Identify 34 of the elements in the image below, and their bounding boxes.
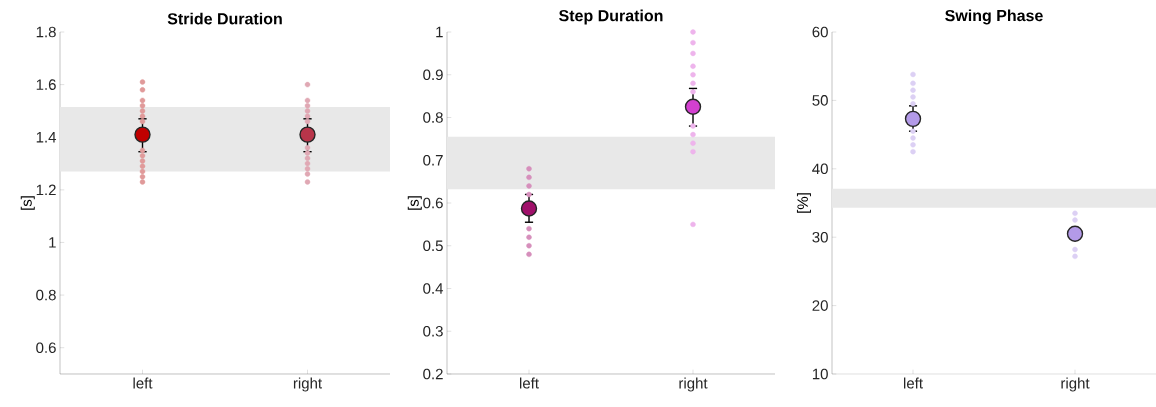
- y-tick-label: 1.4: [36, 132, 57, 143]
- y-tick-label: 1.2: [36, 184, 56, 196]
- chart-title: Stride Duration: [167, 12, 282, 25]
- y-tick-label: 0.7: [423, 154, 443, 166]
- y-tick-label: 0.6: [36, 342, 56, 353]
- y-tick-label: 1.8: [36, 26, 56, 38]
- y-tick-label: 0.2: [423, 368, 443, 380]
- y-tick-label: 40: [812, 163, 828, 175]
- y-tick-label: 0.8: [423, 112, 443, 123]
- x-tick-label: right: [679, 377, 708, 392]
- y-tick-label: 20: [812, 300, 828, 311]
- x-tick-label: right: [1061, 377, 1090, 392]
- y-tick-label: 0.8: [36, 289, 56, 301]
- y-tick-label: 0.3: [423, 325, 443, 337]
- chart-title: Swing Phase: [945, 9, 1043, 25]
- y-tick-label: 1: [49, 237, 56, 248]
- y-tick-label: 0.6: [423, 197, 443, 209]
- y-tick-label: 50: [812, 95, 828, 106]
- y-tick-label: 0.9: [423, 69, 443, 81]
- x-tick-label: left: [904, 377, 923, 389]
- y-tick-label: 60: [812, 26, 828, 38]
- y-axis-title: [s]: [20, 196, 35, 210]
- y-tick-label: 1: [436, 26, 443, 38]
- y-tick-label: 0.5: [423, 240, 443, 252]
- x-tick-label: left: [133, 377, 153, 389]
- y-tick-label: 10: [812, 368, 828, 380]
- y-tick-label: 1.6: [36, 79, 56, 90]
- y-axis-title: [s]: [407, 196, 422, 210]
- x-tick-label: right: [293, 377, 322, 392]
- y-tick-label: 30: [812, 231, 828, 243]
- chart-title: Step Duration: [559, 9, 663, 25]
- x-tick-label: left: [520, 377, 539, 389]
- y-axis-title: [%]: [796, 193, 811, 213]
- y-tick-label: 0.4: [423, 283, 444, 294]
